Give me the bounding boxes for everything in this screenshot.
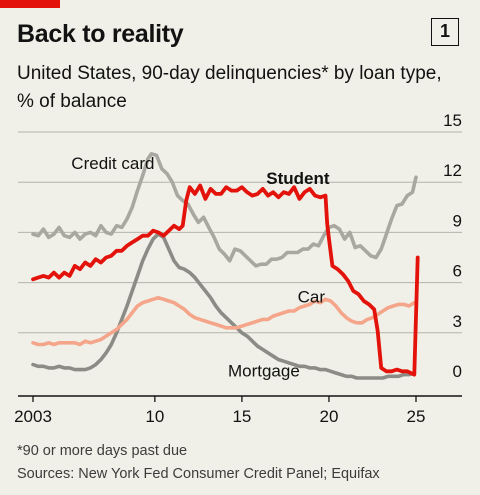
series-line-car [31,295,417,347]
x-tick-label-20: 20 [319,407,338,426]
source-note: Sources: New York Fed Consumer Credit Pa… [17,466,380,482]
x-tick-label-25: 25 [407,407,426,426]
x-tick-label-15: 15 [232,407,251,426]
y-tick-label-3: 3 [453,312,462,331]
y-tick-label-15: 15 [443,111,462,130]
accent-bar [0,0,60,8]
x-tick-label-10: 10 [145,407,164,426]
series-line-credit-card [31,152,418,268]
series-label-student: Student [266,169,330,188]
series-label-car: Car [298,288,326,307]
chart-subtitle: United States, 90-day delinquencies* by … [17,63,442,112]
footnote: *90 or more days past due [17,443,188,459]
y-tick-label-0: 0 [453,362,462,381]
series-line-mortgage [31,232,417,380]
series-line-student [31,183,420,377]
y-tick-label-6: 6 [453,262,462,281]
chart-number-badge: 1 [431,18,459,46]
series-labels: Credit card Student Car Mortgage [71,154,330,380]
y-tick-label-9: 9 [453,211,462,230]
chart-plot: Credit card Student Car Mortgage 0 3 6 9 12 15 20… [14,111,462,426]
series-label-mortgage: Mortgage [228,361,300,380]
axes: 0 3 6 9 12 15 2003 10 15 20 25 [14,111,462,426]
series-lines [31,152,420,380]
x-tick-label-2003: 2003 [14,407,52,426]
y-tick-label-12: 12 [443,161,462,180]
series-label-credit-card: Credit card [71,154,154,173]
chart-title: Back to reality [17,20,184,48]
